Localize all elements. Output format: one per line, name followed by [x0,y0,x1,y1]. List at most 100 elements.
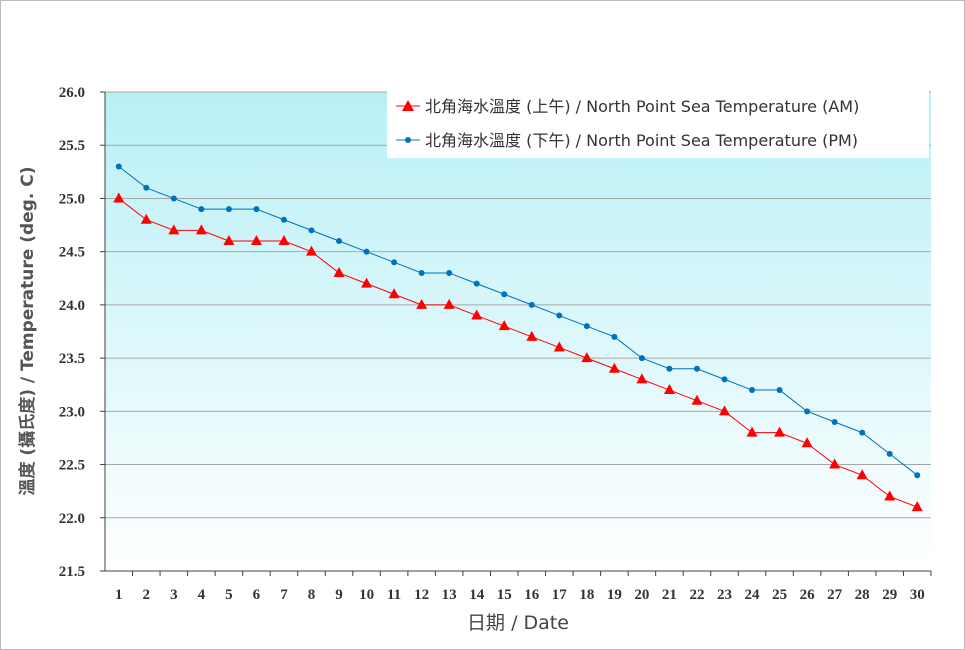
am-point [388,288,400,299]
pm-point [528,301,535,308]
x-tick-label: 15 [497,587,512,603]
am-point [636,373,648,384]
am-point [443,298,455,309]
x-axis-label: 日期 / Date [467,612,569,634]
x-tick-label: 21 [662,587,677,603]
pm-point [170,195,177,202]
pm-point [501,291,508,298]
legend-box [387,90,929,158]
pm-point [886,450,893,457]
x-tick-label: 17 [552,587,568,603]
legend-am-label: 北角海水溫度 (上午) / North Point Sea Temperatur… [425,97,859,116]
x-tick-label: 1 [115,587,123,603]
x-tick-label: 27 [827,587,843,603]
am-point [168,224,180,235]
y-tick-label: 25.5 [59,138,85,154]
x-tick-label: 24 [745,587,761,603]
x-tick-label: 16 [524,587,540,603]
x-tick-label: 8 [308,587,316,603]
pm-point [776,387,783,394]
am-point [801,437,813,448]
am-point [719,405,730,416]
pm-point [804,408,811,415]
am-point [140,213,152,224]
pm-point [914,472,921,479]
x-tick-label: 10 [359,587,374,603]
am-point [581,352,593,363]
pm-point [583,323,590,330]
am-point [774,426,786,437]
am-point [526,330,538,341]
am-point [223,235,235,246]
am-point [306,245,317,256]
pm-point [308,227,315,234]
pm-point [666,365,673,372]
x-tick-label: 4 [198,587,206,603]
y-tick-label: 24.0 [59,298,85,314]
pm-point [253,206,260,213]
legend-pm-circle-icon [405,137,411,143]
am-point [361,277,373,288]
y-tick-label: 21.5 [59,564,85,580]
pm-point [556,312,563,319]
am-point [416,298,428,309]
pm-point [473,280,480,287]
am-point [498,320,510,331]
pm-point [391,259,398,266]
pm-point [693,365,700,372]
x-tick-label: 23 [717,587,732,603]
y-tick-label: 22.5 [59,458,85,474]
legend-am-triangle-icon [402,100,414,111]
am-point [195,224,207,235]
am-point [884,490,896,501]
pm-point [859,429,866,436]
pm-point [721,376,728,383]
x-tick-label: 12 [414,587,429,603]
x-tick-label: 20 [634,587,649,603]
am-point [278,235,290,246]
x-tick-label: 13 [442,587,457,603]
pm-point [831,418,838,425]
y-tick-label: 23.5 [59,351,85,367]
am-point [608,362,620,373]
y-tick-label: 26.0 [59,85,85,101]
series-line-pm [118,166,918,476]
x-tick-label: 22 [689,587,704,603]
y-axis-label: 溫度 (攝氏度) / Temperature (deg. C) [17,167,38,496]
am-point [553,341,565,352]
x-tick-label: 3 [170,587,178,603]
y-tick-label: 24.5 [59,245,85,261]
legend-pm-label: 北角海水溫度 (下午) / North Point Sea Temperatur… [425,131,858,150]
pm-point [336,238,343,245]
pm-point [198,206,205,213]
x-tick-label: 29 [882,587,897,603]
y-tick-label: 22.0 [59,511,85,527]
x-tick-label: 19 [607,587,622,603]
am-point [691,394,703,405]
x-tick-label: 18 [579,587,594,603]
am-point [911,501,923,512]
x-tick-label: 7 [280,587,288,603]
am-point [746,426,758,437]
pm-point [225,206,232,213]
pm-point [363,248,370,255]
series-line-am [118,198,918,508]
pm-point [611,333,618,340]
pm-point [115,163,122,170]
am-point [663,384,675,395]
x-tick-label: 25 [772,587,787,603]
x-tick-label: 9 [335,587,343,603]
pm-point [446,269,453,276]
am-point [471,309,483,320]
legend: 北角海水溫度 (上午) / North Point Sea Temperatur… [387,90,929,158]
pm-point [280,216,287,223]
am-point [856,469,868,480]
am-point [829,458,841,469]
x-tick-label: 5 [225,587,233,603]
am-point [333,266,345,277]
x-tick-label: 6 [253,587,261,603]
x-tick-label: 30 [910,587,925,603]
am-point [250,235,262,246]
